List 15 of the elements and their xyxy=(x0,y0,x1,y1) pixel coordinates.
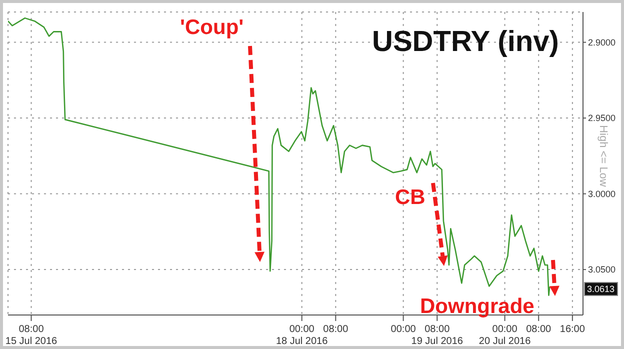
x-tick-label: 16:00 xyxy=(560,324,586,335)
y-tick-label: 2.9000 xyxy=(588,37,616,48)
x-tick-label: 08:00 xyxy=(526,324,552,335)
x-tick-label: 00:00 xyxy=(390,324,416,335)
x-tick-label: 08:00 xyxy=(323,324,349,335)
annotation: Downgrade xyxy=(420,295,534,319)
y-tick-label: 3.0000 xyxy=(588,188,616,199)
x-tick-label: 08:00 15 Jul 2016 xyxy=(5,324,58,347)
y-tick-label: 2.9500 xyxy=(588,113,616,124)
y-tick-label: 3.0500 xyxy=(588,264,616,275)
annotation: CB xyxy=(395,186,426,210)
text: USDTRY (inv) xyxy=(372,26,559,59)
text: 3.0613 xyxy=(584,282,618,296)
annotation: 'Coup' xyxy=(180,16,244,40)
y-axis-title: High <= Low xyxy=(597,125,609,187)
